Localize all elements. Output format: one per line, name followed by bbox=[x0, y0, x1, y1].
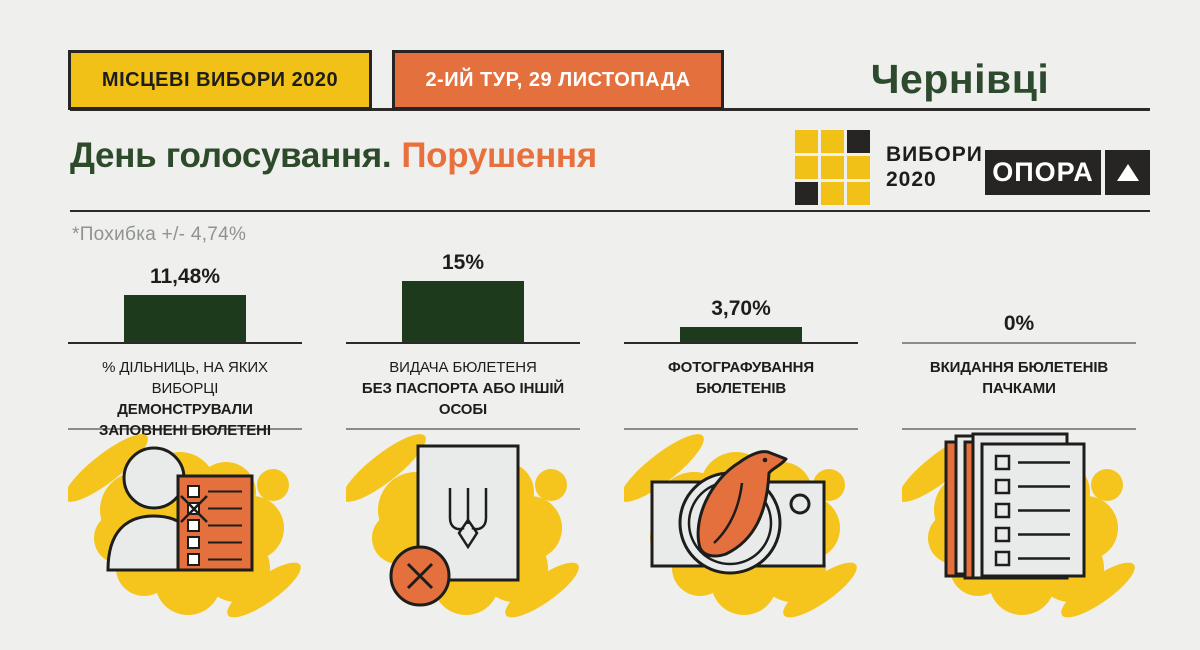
icon-separator-line bbox=[68, 428, 302, 430]
caption-line: БЕЗ ПАСПОРТА АБО ІНШІЙ bbox=[361, 380, 565, 397]
vybory-logo-line2: 2020 bbox=[886, 167, 937, 191]
caption-line: ВКИДАННЯ БЮЛЕТЕНІВ bbox=[929, 359, 1109, 376]
caption-line: ЗАПОВНЕНІ БЮЛЕТЕНІ bbox=[99, 422, 271, 439]
caption-line: БЮЛЕТЕНІВ bbox=[695, 380, 787, 397]
vybory-grid-cell bbox=[847, 130, 870, 153]
caption-line: ФОТОГРАФУВАННЯ bbox=[667, 359, 815, 376]
vybory-grid bbox=[795, 130, 870, 205]
city-name: Чернівці bbox=[870, 56, 1050, 102]
title-divider bbox=[70, 210, 1150, 212]
vybory-logo-line1: ВИБОРИ bbox=[886, 143, 983, 167]
vybory-grid-cell bbox=[847, 156, 870, 179]
vybory-logo-text: ВИБОРИ 2020 bbox=[886, 143, 983, 191]
bar-caption: ВКИДАННЯ БЮЛЕТЕНІВ ПАЧКАМИ bbox=[902, 344, 1136, 428]
bar-value-label: 3,70% bbox=[711, 297, 771, 320]
page-title-part1: День голосування. bbox=[70, 136, 392, 175]
icon-separator-line bbox=[346, 428, 580, 430]
vybory-grid-cell bbox=[821, 130, 844, 153]
icon-separator-line bbox=[624, 428, 858, 430]
vybory-grid-cell bbox=[795, 130, 818, 153]
chart-column-ballot-stuffing: 0% ВКИДАННЯ БЮЛЕТЕНІВ ПАЧКАМИ bbox=[902, 250, 1136, 623]
ballot-stack-icon bbox=[902, 430, 1136, 623]
bar-caption: ВИДАЧА БЮЛЕТЕНЯ БЕЗ ПАСПОРТА АБО ІНШІЙ ОСО… bbox=[346, 344, 580, 428]
ballot-without-passport-icon bbox=[346, 430, 580, 623]
margin-of-error-note: *Похибка +/- 4,74% bbox=[72, 224, 247, 245]
caption-line: ДЕМОНСТРУВАЛИ bbox=[117, 401, 253, 418]
chart-column-photographing-ballots: 3,70% ФОТОГРАФУВАННЯ БЮЛЕТЕНІВ bbox=[624, 250, 858, 623]
caption-line: ОСОБІ bbox=[438, 401, 488, 418]
vybory-2020-logo: ВИБОРИ 2020 bbox=[795, 130, 983, 205]
vybory-grid-cell bbox=[795, 182, 818, 205]
bar-value-label: 15% bbox=[441, 251, 485, 274]
vybory-grid-cell bbox=[847, 182, 870, 205]
opora-triangle-icon bbox=[1116, 164, 1139, 181]
vybory-grid-cell bbox=[821, 156, 844, 179]
bar-caption: ФОТОГРАФУВАННЯ БЮЛЕТЕНІВ bbox=[624, 344, 858, 428]
camera-bird-icon bbox=[624, 430, 858, 623]
chart-column-demonstrated-ballots: 11,48% % ДІЛЬНИЦЬ, НА ЯКИХ ВИБОРЦІ ДЕМОНС… bbox=[68, 250, 302, 623]
bar bbox=[124, 295, 246, 342]
page-title-part2: Порушення bbox=[401, 136, 597, 175]
opora-triangle-box bbox=[1105, 150, 1150, 195]
chart-column-ballot-without-passport: 15% ВИДАЧА БЮЛЕТЕНЯ БЕЗ ПАСПОРТА АБО ІНШІ… bbox=[346, 250, 580, 623]
voter-showing-ballot-icon bbox=[68, 430, 302, 623]
badge-second-round: 2-ИЙ ТУР, 29 ЛИСТОПАДА bbox=[392, 50, 724, 110]
badge-local-elections: МІСЦЕВІ ВИБОРИ 2020 bbox=[68, 50, 372, 110]
vybory-grid-cell bbox=[821, 182, 844, 205]
opora-logo-label: ОПОРА bbox=[985, 150, 1101, 195]
vybory-grid-cell bbox=[795, 156, 818, 179]
caption-line: % ДІЛЬНИЦЬ, НА ЯКИХ ВИБОРЦІ bbox=[102, 359, 268, 397]
bar-plot: 15% bbox=[346, 250, 580, 344]
icon-separator-line bbox=[902, 428, 1136, 430]
bar-value-label: 11,48% bbox=[149, 265, 221, 288]
bar-value-label: 0% bbox=[1003, 312, 1035, 335]
badge-local-elections-label: МІСЦЕВІ ВИБОРИ 2020 bbox=[101, 68, 339, 91]
bar bbox=[402, 281, 524, 342]
caption-line: ПАЧКАМИ bbox=[982, 380, 1056, 397]
badge-second-round-label: 2-ИЙ ТУР, 29 ЛИСТОПАДА bbox=[425, 68, 691, 91]
bar-caption: % ДІЛЬНИЦЬ, НА ЯКИХ ВИБОРЦІ ДЕМОНСТРУВАЛИ… bbox=[68, 344, 302, 439]
caption-line: ВИДАЧА БЮЛЕТЕНЯ bbox=[389, 359, 537, 376]
bar bbox=[680, 327, 802, 342]
page-title: День голосування. Порушення bbox=[70, 136, 597, 176]
bar-plot: 0% bbox=[902, 250, 1136, 344]
bar-plot: 11,48% bbox=[68, 250, 302, 344]
bar-plot: 3,70% bbox=[624, 250, 858, 344]
opora-logo: ОПОРА bbox=[985, 150, 1150, 195]
